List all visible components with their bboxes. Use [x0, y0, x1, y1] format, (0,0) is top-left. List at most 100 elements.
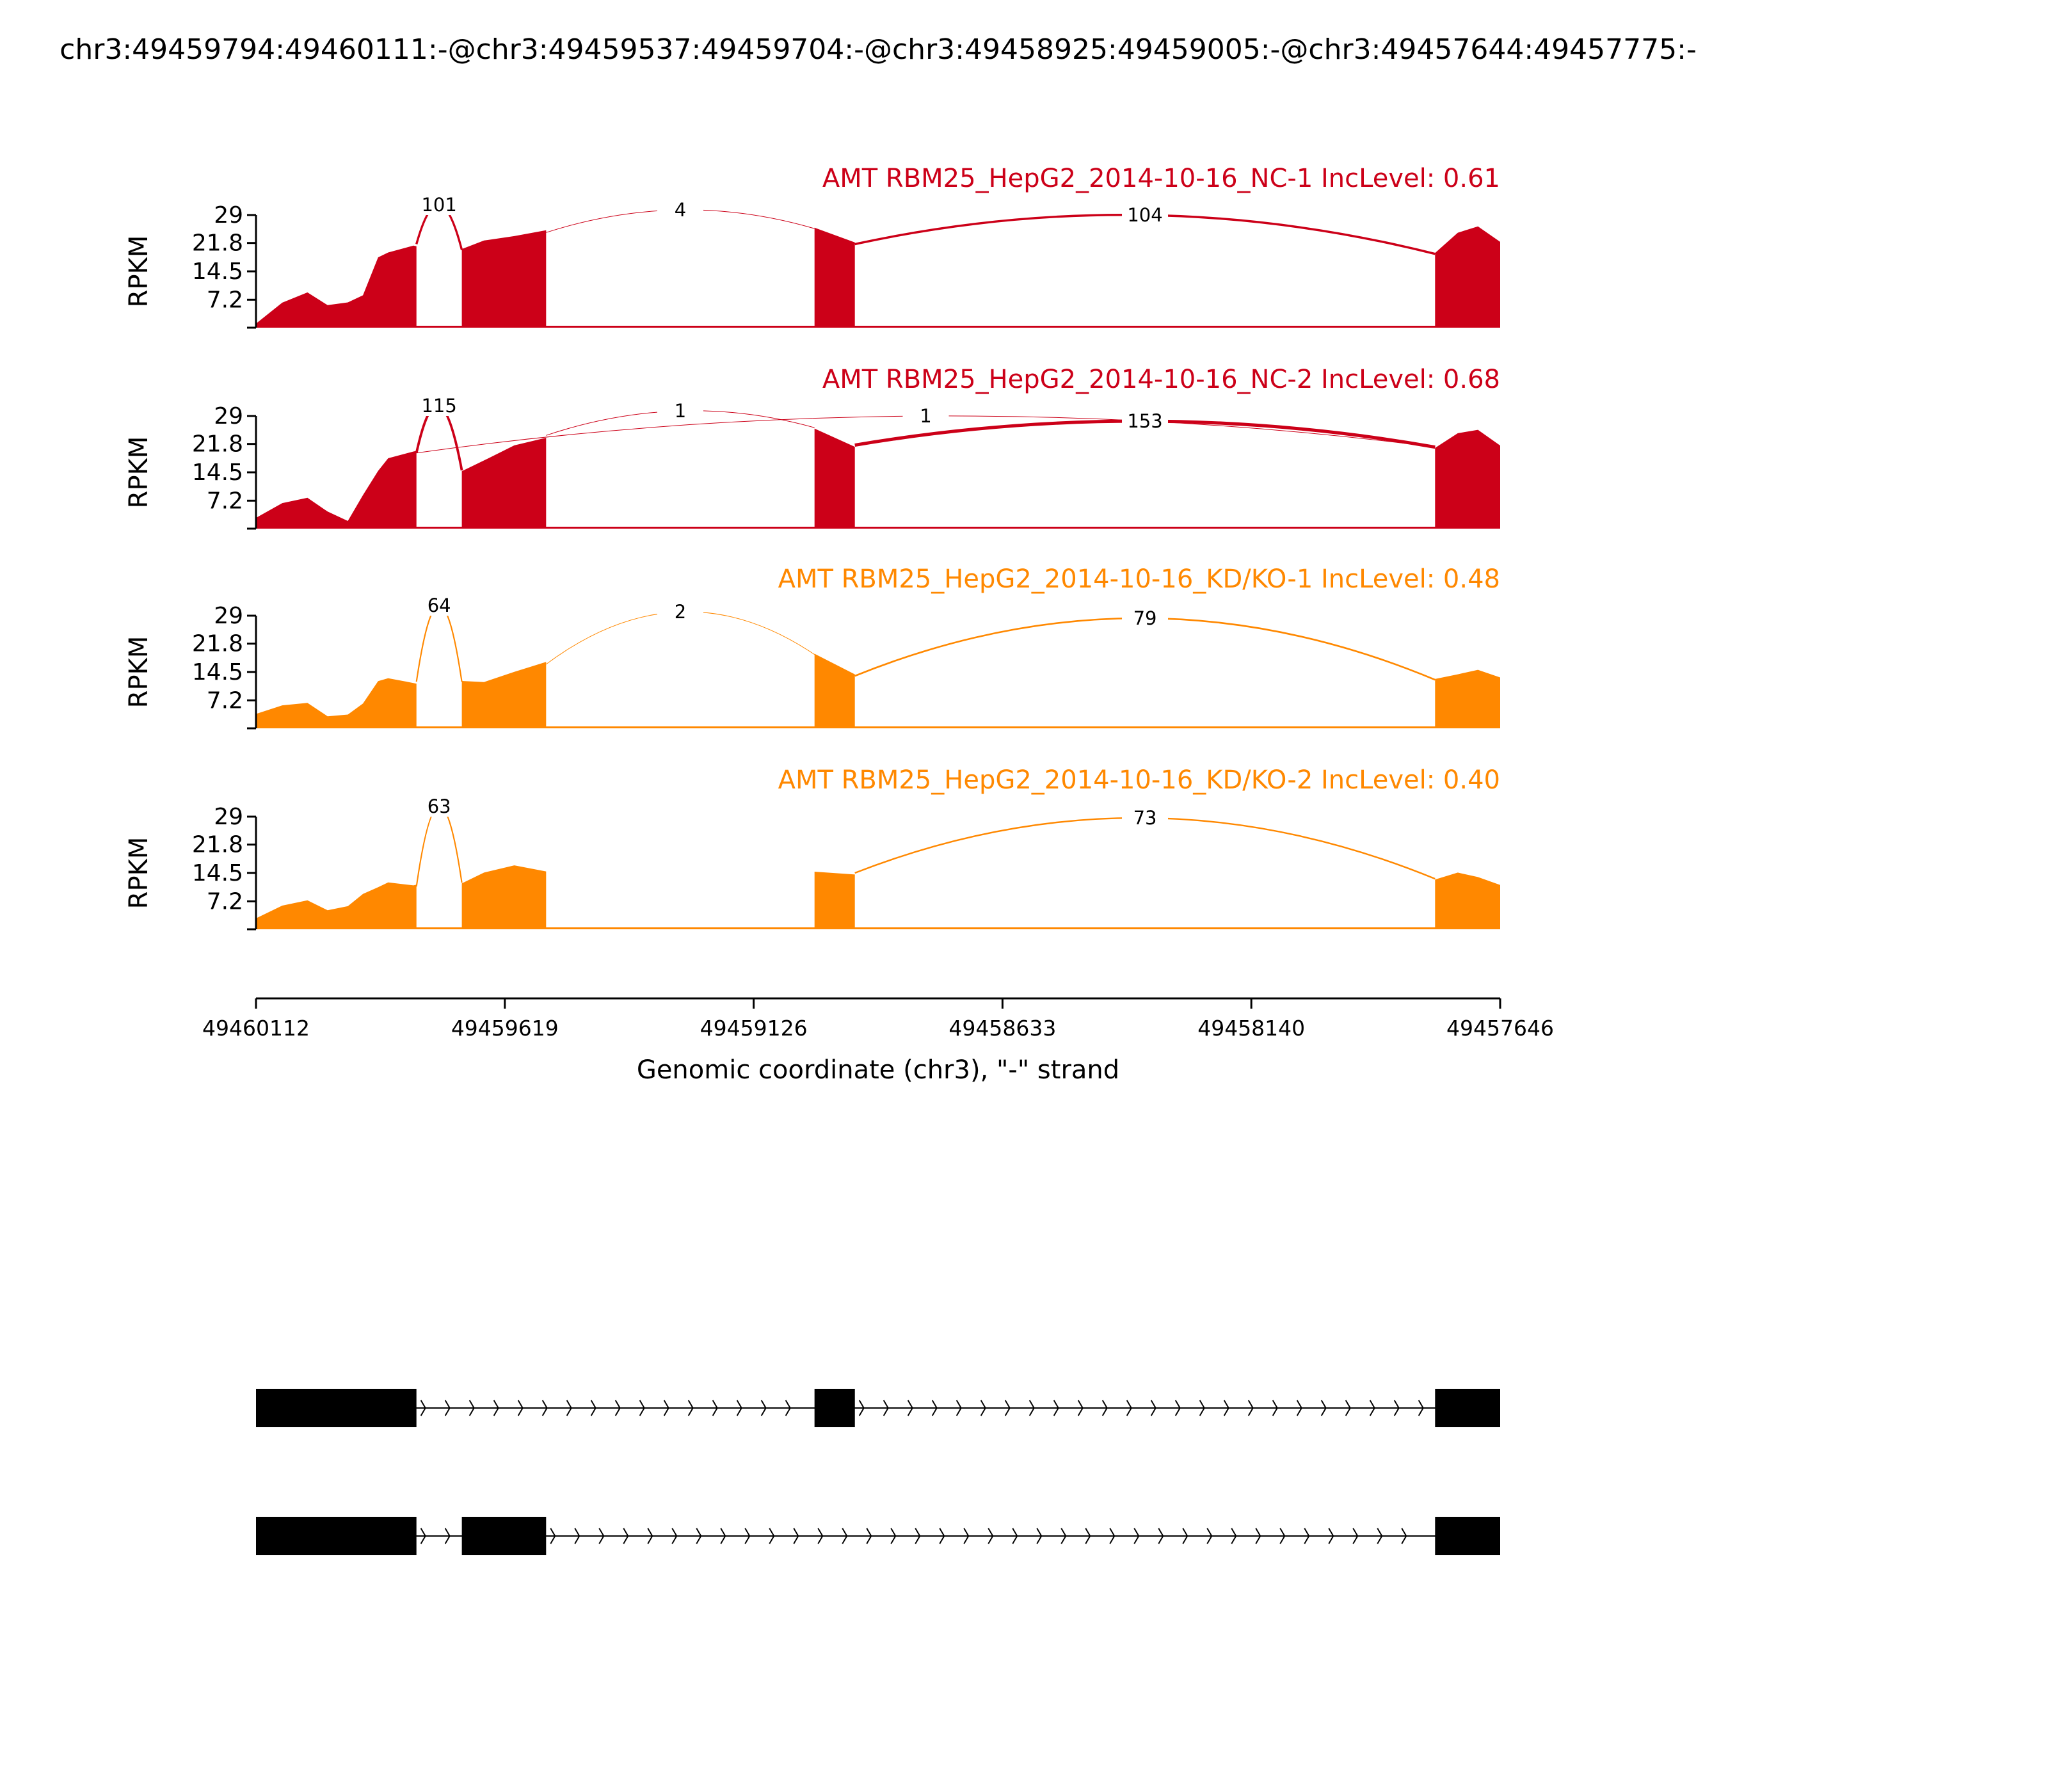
exon-block — [1435, 1389, 1500, 1427]
strand-arrow — [1150, 1400, 1156, 1416]
junction-label-bg — [416, 593, 463, 616]
exon-block — [1435, 1517, 1500, 1555]
coverage-area — [461, 865, 547, 929]
y-tick-label: 21.8 — [192, 631, 243, 657]
exon-block — [256, 1517, 417, 1555]
y-tick-label: 14.5 — [192, 460, 243, 486]
coverage-area — [461, 230, 547, 328]
strand-arrow — [1369, 1400, 1375, 1416]
strand-arrow — [517, 1400, 524, 1416]
strand-arrow — [574, 1528, 580, 1544]
strand-arrow — [1133, 1528, 1140, 1544]
exon-block — [256, 1389, 417, 1427]
strand-arrow — [769, 1528, 775, 1544]
junction-label-bg — [1122, 605, 1169, 628]
strand-arrow — [1328, 1528, 1334, 1544]
strand-arrow — [736, 1400, 742, 1416]
strand-arrow — [1060, 1528, 1067, 1544]
coverage-area — [814, 653, 855, 728]
strand-arrow — [1126, 1400, 1132, 1416]
y-tick-label: 29 — [214, 603, 243, 629]
strand-arrow — [663, 1400, 669, 1416]
series-title: AMT RBM25_HepG2_2014-10-16_NC-2 IncLevel… — [822, 365, 1500, 394]
coverage-area — [256, 678, 417, 728]
junction-label: 64 — [428, 595, 451, 616]
junction-label-bg — [1122, 202, 1169, 225]
series-title: AMT RBM25_HepG2_2014-10-16_NC-1 IncLevel… — [822, 164, 1500, 193]
strand-arrow — [1279, 1528, 1286, 1544]
junction-label-bg — [657, 599, 703, 622]
strand-arrow — [988, 1528, 994, 1544]
strand-arrow — [858, 1400, 865, 1416]
strand-arrow — [1036, 1528, 1043, 1544]
coverage-area — [256, 245, 417, 328]
junction-label: 104 — [1127, 204, 1162, 226]
y-axis-label: RPKM — [124, 436, 154, 509]
strand-arrow — [1182, 1528, 1188, 1544]
strand-arrow — [1255, 1528, 1261, 1544]
y-tick-label: 7.2 — [207, 687, 243, 714]
x-tick-label: 49459126 — [700, 1016, 808, 1041]
strand-arrow — [590, 1400, 596, 1416]
coverage-area — [814, 428, 855, 529]
strand-arrow — [1028, 1400, 1035, 1416]
junction-label-bg — [657, 398, 703, 421]
coverage-area — [1435, 429, 1500, 529]
coverage-area — [1435, 669, 1500, 728]
strand-arrow — [785, 1400, 791, 1416]
strand-arrow — [963, 1528, 970, 1544]
strand-arrow — [647, 1528, 653, 1544]
strand-arrow — [1085, 1528, 1091, 1544]
strand-arrow — [493, 1400, 499, 1416]
strand-arrow — [550, 1528, 556, 1544]
y-tick-label: 14.5 — [192, 259, 243, 285]
strand-arrow — [866, 1528, 872, 1544]
strand-arrow — [890, 1528, 897, 1544]
x-axis-label: Genomic coordinate (chr3), "-" strand — [637, 1055, 1119, 1085]
strand-arrow — [623, 1528, 629, 1544]
strand-arrow — [793, 1528, 799, 1544]
coverage-area — [461, 438, 547, 529]
strand-arrow — [1109, 1528, 1116, 1544]
strand-arrow — [1077, 1400, 1084, 1416]
series-title: AMT RBM25_HepG2_2014-10-16_KD/KO-2 IncLe… — [778, 765, 1500, 795]
strand-arrow — [1231, 1528, 1237, 1544]
strand-arrow — [1004, 1400, 1011, 1416]
coverage-area — [256, 882, 417, 929]
y-axis-label: RPKM — [124, 837, 154, 909]
y-tick-label: 21.8 — [192, 230, 243, 257]
junction-label: 115 — [421, 395, 456, 417]
series-title: AMT RBM25_HepG2_2014-10-16_KD/KO-1 IncLe… — [778, 564, 1500, 594]
y-tick-label: 14.5 — [192, 659, 243, 685]
strand-arrow — [420, 1400, 426, 1416]
strand-arrow — [687, 1400, 694, 1416]
strand-arrow — [566, 1400, 572, 1416]
junction-label-bg — [657, 197, 703, 220]
strand-arrow — [1206, 1528, 1213, 1544]
strand-arrow — [1247, 1400, 1254, 1416]
strand-arrow — [1272, 1400, 1278, 1416]
junction-label-bg — [1122, 408, 1169, 431]
coverage-area — [256, 451, 417, 529]
strand-arrow — [907, 1400, 913, 1416]
y-tick-label: 21.8 — [192, 431, 243, 458]
strand-arrow — [883, 1400, 889, 1416]
strand-arrow — [1199, 1400, 1205, 1416]
strand-arrow — [1158, 1528, 1164, 1544]
strand-arrow — [817, 1528, 824, 1544]
strand-arrow — [1401, 1528, 1407, 1544]
y-tick-label: 29 — [214, 403, 243, 429]
strand-arrow — [614, 1400, 621, 1416]
strand-arrow — [760, 1400, 767, 1416]
strand-arrow — [720, 1528, 726, 1544]
strand-arrow — [1012, 1528, 1018, 1544]
junction-label: 101 — [421, 194, 456, 216]
strand-arrow — [444, 1528, 451, 1544]
junction-label: 79 — [1133, 607, 1157, 629]
strand-arrow — [1393, 1400, 1400, 1416]
